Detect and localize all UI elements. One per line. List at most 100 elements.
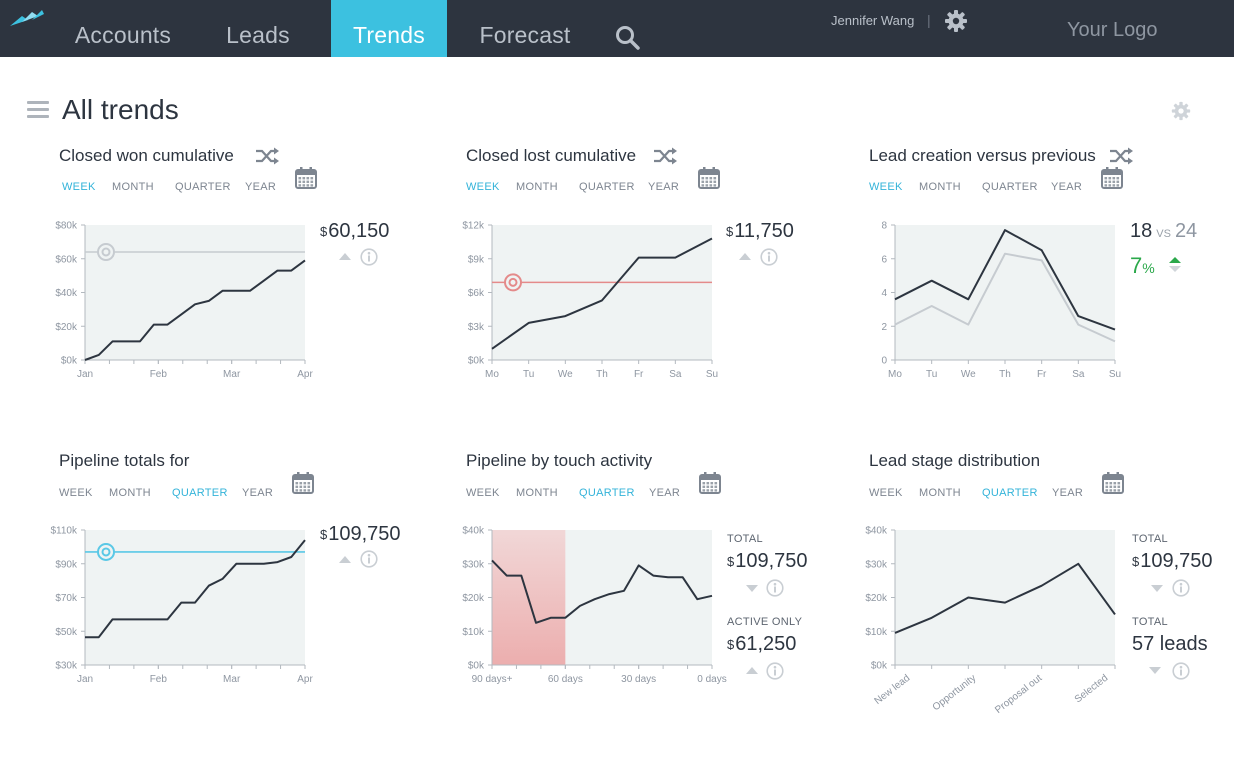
user-name[interactable]: Jennifer Wang [831,13,915,28]
x-tick-label: We [961,369,976,380]
caret-up-icon[interactable] [339,556,351,563]
period-year[interactable]: YEAR [1052,487,1084,499]
top-navigation-bar: Accounts Leads Trends Forecast Jennifer … [0,0,1234,57]
x-tick-label: Sa [1072,369,1085,380]
x-tick-label: Th [596,369,608,380]
info-icon[interactable] [760,248,778,266]
y-tick-label: 4 [881,288,887,299]
period-year[interactable]: YEAR [649,487,681,499]
target-icon [97,243,115,261]
card-title: Lead stage distribution [869,451,1041,470]
x-tick-label: 60 days [548,674,583,685]
card-title: Lead creation versus previous [869,146,1096,165]
x-tick-label: Apr [297,369,313,380]
period-year[interactable]: YEAR [245,181,277,193]
card-title: Pipeline by touch activity [466,451,653,470]
target-icon [97,542,115,561]
period-year[interactable]: YEAR [1051,181,1083,193]
period-week[interactable]: WEEK [466,181,500,193]
x-tick-label: Tu [523,369,534,380]
plot-background [85,225,305,360]
info-icon[interactable] [360,550,378,568]
tab-leads[interactable]: Leads [226,22,290,48]
period-month[interactable]: MONTH [516,181,558,193]
gear-icon[interactable] [1171,101,1191,121]
y-tick-label: $10k [865,627,888,638]
x-tick-label: Feb [150,369,168,380]
period-quarter[interactable]: QUARTER [175,181,231,193]
info-icon[interactable] [1172,579,1190,597]
period-week[interactable]: WEEK [59,487,93,499]
caret-up-icon[interactable] [739,253,751,260]
period-quarter[interactable]: QUARTER [172,487,228,499]
plot-background [895,530,1115,665]
y-tick-label: $20k [865,593,888,604]
period-month[interactable]: MONTH [919,487,961,499]
shuffle-icon[interactable] [254,146,280,166]
trend-card-touch-activity: Pipeline by touch activity WEEK MONTH QU… [462,451,846,741]
x-tick-label: Mar [223,369,241,380]
x-tick-label: 30 days [621,674,656,685]
calendar-icon[interactable] [295,167,317,189]
x-tick-label: Fr [634,369,644,380]
tab-trends[interactable]: Trends [331,0,447,57]
x-tick-label: Su [1109,369,1121,380]
x-tick-label: Opportunity [931,673,979,713]
calendar-icon[interactable] [698,167,720,189]
period-week[interactable]: WEEK [466,487,500,499]
period-month[interactable]: MONTH [109,487,151,499]
period-week[interactable]: WEEK [869,487,903,499]
chart-closed-won: $0k $20k $40k $60k $80k Jan Feb Mar Apr [55,221,313,381]
trend-card-lead-stage: Lead stage distribution WEEK MONTH QUART… [865,451,1234,741]
calendar-icon[interactable] [699,472,721,494]
y-tick-label: $90k [55,559,78,570]
series-line [491,559,713,624]
y-tick-label: $0k [61,356,78,367]
x-tick-label: Proposal out [993,673,1044,716]
period-quarter[interactable]: QUARTER [579,487,635,499]
period-quarter[interactable]: QUARTER [579,181,635,193]
period-month[interactable]: MONTH [919,181,961,193]
lead-count-comparison: 18 VS 24 [1130,220,1198,242]
gear-icon[interactable] [944,9,968,33]
card-title: Closed lost cumulative [466,146,637,165]
calendar-icon[interactable] [1101,167,1123,189]
caret-down-icon[interactable] [1151,585,1163,592]
tab-accounts[interactable]: Accounts [74,22,172,48]
period-week[interactable]: WEEK [62,181,96,193]
period-year[interactable]: YEAR [648,181,680,193]
trend-card-closed-lost: Closed lost cumulative WEEK MONTH QUARTE… [462,146,846,436]
calendar-icon[interactable] [292,472,314,494]
series-line [84,259,306,361]
period-month[interactable]: MONTH [112,181,154,193]
info-icon[interactable] [1172,662,1190,680]
caret-down-icon[interactable] [1149,667,1161,674]
x-tick-label: New lead [873,673,913,707]
caret-up-icon[interactable] [339,253,351,260]
menu-icon[interactable] [27,101,49,119]
x-tick-label: Jan [77,674,93,685]
calendar-icon[interactable] [1102,472,1124,494]
info-icon[interactable] [360,248,378,266]
trend-card-lead-creation: Lead creation versus previous WEEK MONTH… [869,146,1234,436]
search-icon[interactable] [614,24,642,52]
y-tick-label: $6k [468,288,485,299]
caret-down-icon[interactable] [746,585,758,592]
page-title: All trends [62,94,179,125]
shuffle-icon[interactable] [1108,146,1134,166]
y-tick-label: $20k [55,322,78,333]
period-quarter[interactable]: QUARTER [982,181,1038,193]
plot-background [85,530,305,665]
x-tick-label: Su [706,369,718,380]
x-tick-label: Feb [150,674,168,685]
period-year[interactable]: YEAR [242,487,274,499]
tab-forecast[interactable]: Forecast [479,22,571,48]
caret-up-icon[interactable] [746,667,758,674]
info-icon[interactable] [766,579,784,597]
shuffle-icon[interactable] [652,146,678,166]
period-week[interactable]: WEEK [869,181,903,193]
period-month[interactable]: MONTH [516,487,558,499]
period-quarter[interactable]: QUARTER [982,487,1038,499]
logo-mark[interactable] [8,8,46,30]
info-icon[interactable] [766,662,784,680]
